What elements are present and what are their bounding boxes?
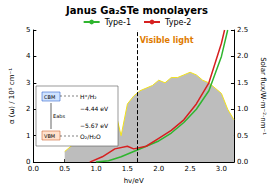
svg-text:Solar flux/W·m⁻²·nm⁻¹: Solar flux/W·m⁻²·nm⁻¹ <box>259 57 267 135</box>
svg-text:CBM: CBM <box>44 94 55 100</box>
svg-text:2.5: 2.5 <box>237 26 248 34</box>
svg-text:0: 0 <box>25 158 31 167</box>
svg-text:2.5: 2.5 <box>185 165 196 173</box>
svg-text:1.0: 1.0 <box>237 105 248 113</box>
svg-text:−5.67 eV: −5.67 eV <box>80 122 109 129</box>
svg-text:1.5: 1.5 <box>237 79 248 87</box>
svg-text:H⁺/H₂: H⁺/H₂ <box>80 93 97 100</box>
svg-text:0.5: 0.5 <box>237 132 248 140</box>
svg-text:5: 5 <box>26 26 30 34</box>
svg-text:0.0: 0.0 <box>237 158 248 166</box>
svg-text:−4.44 eV: −4.44 eV <box>80 105 109 112</box>
svg-text:hv/eV: hv/eV <box>124 177 144 185</box>
svg-text:0.0: 0.0 <box>28 165 39 173</box>
svg-text:α (ω) / 10⁵ cm⁻¹: α (ω) / 10⁵ cm⁻¹ <box>8 68 16 124</box>
svg-text:2.0: 2.0 <box>153 165 164 173</box>
svg-text:3: 3 <box>26 79 30 87</box>
svg-text:Eabs: Eabs <box>53 113 65 119</box>
svg-text:Janus Ga₂STe monolayers: Janus Ga₂STe monolayers <box>65 5 208 16</box>
svg-text:1.5: 1.5 <box>122 165 133 173</box>
svg-text:Type-2: Type-2 <box>164 18 191 27</box>
svg-text:0.5: 0.5 <box>59 165 70 173</box>
svg-text:Visible light: Visible light <box>140 36 194 45</box>
svg-text:VBM: VBM <box>44 133 55 139</box>
svg-text:O₂/H₂O: O₂/H₂O <box>80 133 101 140</box>
svg-text:1: 1 <box>26 132 30 140</box>
svg-text:3.0: 3.0 <box>216 165 227 173</box>
svg-text:2.0: 2.0 <box>237 52 248 60</box>
svg-text:2: 2 <box>26 105 30 113</box>
svg-text:4: 4 <box>26 52 31 60</box>
svg-text:Type-1: Type-1 <box>104 18 131 27</box>
svg-text:1.0: 1.0 <box>90 165 101 173</box>
